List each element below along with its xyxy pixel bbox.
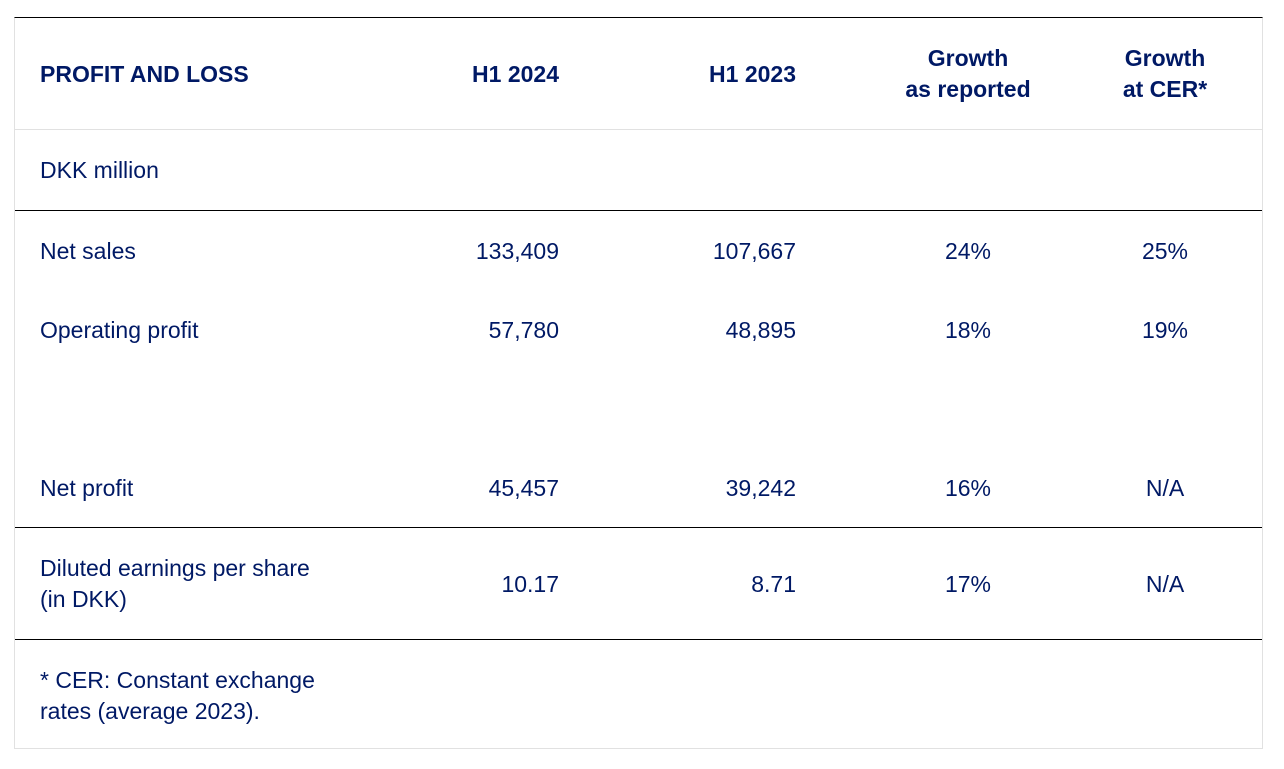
value-h1-2023: 48,895 bbox=[725, 317, 796, 343]
eps-label: Diluted earnings per share (in DKK) bbox=[40, 553, 310, 615]
value-growth-reported: 16% bbox=[944, 475, 992, 501]
value-growth-cer: 19% bbox=[1141, 317, 1189, 343]
value-h1-2023: 39,242 bbox=[725, 475, 796, 501]
column-header-growth-reported: Growth as reported bbox=[895, 43, 1041, 105]
unit-divider bbox=[15, 210, 1262, 211]
column-header-h1-2024: H1 2024 bbox=[472, 61, 559, 87]
table-title: PROFIT AND LOSS bbox=[40, 61, 249, 87]
column-header-h1-2023: H1 2023 bbox=[709, 61, 796, 87]
unit-row: DKK million bbox=[15, 130, 1262, 210]
row-label: Net sales bbox=[40, 238, 136, 264]
footnote: * CER: Constant exchange rates (average … bbox=[40, 665, 315, 727]
value-h1-2024: 133,409 bbox=[475, 238, 559, 264]
value-h1-2023: 8.71 bbox=[751, 571, 796, 597]
column-header-cer-line2: at CER* bbox=[1122, 76, 1208, 102]
column-header-cer-line1: Growth bbox=[1124, 45, 1206, 71]
table-row: Net profit 45,457 39,242 16% N/A bbox=[15, 473, 1262, 504]
value-h1-2023: 107,667 bbox=[712, 238, 796, 264]
eps-label-line1: Diluted earnings per share bbox=[40, 555, 310, 581]
eps-divider bbox=[15, 639, 1262, 640]
unit-label: DKK million bbox=[40, 157, 159, 183]
value-growth-cer: 25% bbox=[1141, 238, 1189, 264]
column-header-growth-line2: as reported bbox=[905, 76, 1031, 102]
footnote-row: * CER: Constant exchange rates (average … bbox=[15, 665, 1262, 727]
net-profit-divider bbox=[15, 527, 1262, 528]
value-h1-2024: 57,780 bbox=[488, 317, 559, 343]
column-header-growth-line1: Growth bbox=[927, 45, 1009, 71]
column-header-growth-cer: Growth at CER* bbox=[1115, 43, 1215, 105]
row-label: Net profit bbox=[40, 475, 134, 501]
value-growth-cer: N/A bbox=[1145, 475, 1185, 501]
value-growth-reported: 17% bbox=[944, 571, 992, 597]
footnote-line1: * CER: Constant exchange bbox=[40, 667, 315, 693]
eps-row: Diluted earnings per share (in DKK) 10.1… bbox=[15, 553, 1262, 615]
table-row: Net sales 133,409 107,667 24% 25% bbox=[15, 236, 1262, 267]
table-header-row: PROFIT AND LOSS H1 2024 H1 2023 Growth a… bbox=[15, 18, 1262, 129]
value-h1-2024: 45,457 bbox=[488, 475, 559, 501]
value-growth-reported: 24% bbox=[944, 238, 992, 264]
table-row: Operating profit 57,780 48,895 18% 19% bbox=[15, 315, 1262, 346]
profit-and-loss-table: PROFIT AND LOSS H1 2024 H1 2023 Growth a… bbox=[14, 17, 1263, 749]
eps-label-line2: (in DKK) bbox=[40, 586, 127, 612]
row-label: Operating profit bbox=[40, 317, 199, 343]
footnote-line2: rates (average 2023). bbox=[40, 698, 260, 724]
value-h1-2024: 10.17 bbox=[501, 571, 559, 597]
value-growth-reported: 18% bbox=[944, 317, 992, 343]
header-divider bbox=[15, 129, 1262, 130]
value-growth-cer: N/A bbox=[1145, 571, 1185, 597]
